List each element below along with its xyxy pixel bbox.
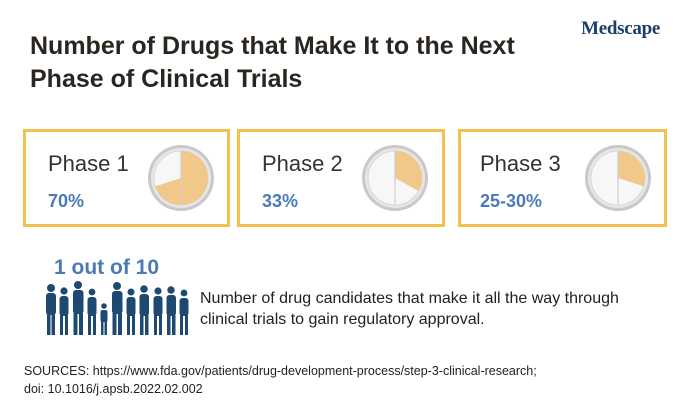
phase-percentage: 25-30% [480,191,543,211]
pie-chart-icon [585,145,651,211]
phase-card-3: Phase 3 25-30% [458,129,667,227]
pie-chart-icon [362,145,428,211]
people-silhouettes-icon [46,281,189,335]
pie-slice [155,151,208,205]
phase-label: Phase 2 [262,151,343,176]
phase-label: Phase 1 [48,151,129,176]
page-title: Number of Drugs that Make It to the Next… [30,32,515,93]
sources-line-2: doi: 10.1016/j.apsb.2022.02.002 [24,382,203,396]
medscape-logo: Medscape [581,18,660,39]
pie-slice [618,151,646,187]
phase-card-2: Phase 2 33% [237,129,445,227]
phase-card-1: Phase 1 70% [23,129,230,227]
phase-label: Phase 3 [480,151,561,176]
phase-percentage: 70% [48,191,85,211]
phase-percentage: 33% [262,191,299,211]
sources-line-1: SOURCES: https://www.fda.gov/patients/dr… [24,364,537,378]
sources-note: SOURCES: https://www.fda.gov/patients/dr… [24,362,664,398]
highlight-description: Number of drug candidates that make it a… [200,290,619,328]
pie-chart-icon [148,145,214,211]
highlight-stat: 1 out of 10 [54,256,160,279]
pie-slice [395,151,423,192]
